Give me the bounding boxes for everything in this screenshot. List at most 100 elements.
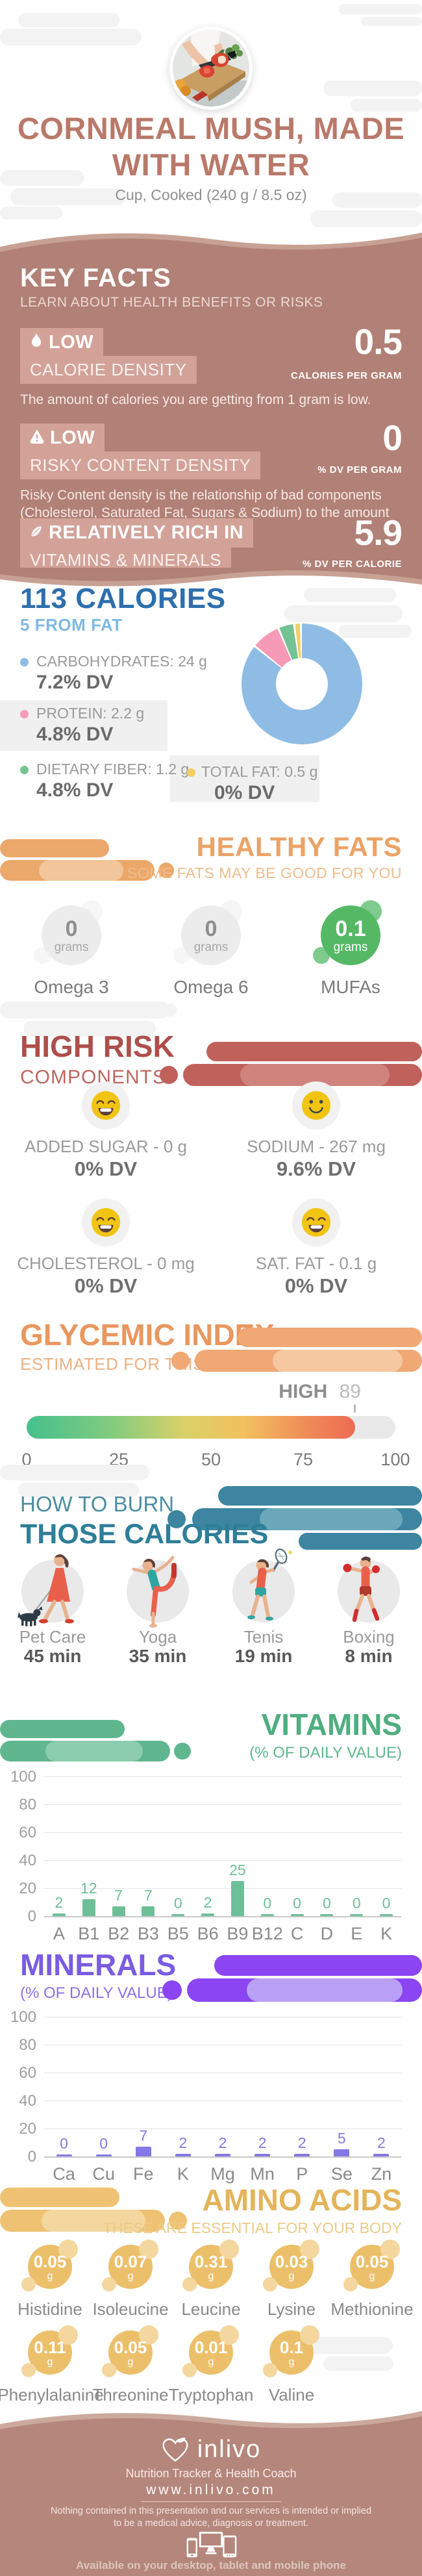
amino-blob-valine: 0.1 g [263,2325,319,2377]
fact-label: RISKY CONTENT DENSITY [30,455,251,475]
amino-unit: g [208,2356,214,2368]
burn-title-bold: THOSE CALORIES [20,1519,269,1550]
bar-B6 [201,1913,215,1916]
glycemic-gauge-fill [27,1416,355,1439]
amino-value: 0.05 [355,2251,389,2271]
cloud-decoration [351,99,422,112]
amino-unit: g [288,2356,295,2368]
fact-description-line1: Risky Content density is the relationshi… [20,488,382,503]
y-axis-tick-label: 40 [19,1852,36,1869]
amino-blob-methionine: 0.05 g [343,2240,400,2292]
legend-label: CARBOHYDRATES: 24 g [36,653,207,670]
risk-item-dv: 9.6% DV [276,1157,356,1180]
blob-decoration [169,2212,187,2230]
cloud-decoration [10,188,126,205]
omega3-label: Omega 3 [34,977,109,997]
bar-value-label: 25 [229,1862,246,1879]
blob-decoration [174,1743,191,1760]
x-axis-tick-label: K [177,2164,189,2184]
high-risk-title: HIGH RISK [20,1029,175,1063]
bar-value-label: 2 [377,2134,386,2151]
fact-badge: LOW [50,427,95,448]
amino-blob-threonine: 0.05 g [102,2325,158,2377]
amino-unit: g [47,2356,53,2368]
risk-item-label: SAT. FAT - 0.1 g [255,1254,377,1273]
vitamins-chart: 0 20 40 60 80 100 2 A 12 B1 7 B2 7 B3 0 B5 2 B6 25 B9 0 B12 0 C… [0,1768,422,1945]
fact-value: 5.9 [354,512,403,553]
bar-value-label: 0 [263,1895,272,1912]
bar-C [290,1914,304,1916]
blob-decoration [214,1955,422,1976]
amino-label: Tryptophan [168,2385,254,2405]
grin-face-icon [301,1207,331,1237]
amino-label: Histidine [18,2299,82,2319]
x-axis-tick-label: B6 [197,1924,219,1943]
cloud-decoration [0,29,142,45]
x-axis-tick-label: B1 [78,1924,100,1943]
amino-blob-leucine: 0.31 g [182,2240,239,2292]
amino-unit: g [369,2270,375,2282]
minerals-title: MINERALS [20,1948,177,1982]
fact-description: The amount of calories you are getting f… [20,392,371,407]
vitamins-title: VITAMINS [261,1708,402,1741]
omega6-value: 0 [205,916,217,941]
risk-item-label: SODIUM - 267 mg [247,1137,386,1156]
bar-value-label: 2 [297,2134,306,2151]
gauge-tick-label: 50 [201,1450,221,1469]
activity-duration: 45 min [23,1646,82,1666]
x-axis-tick-label: Mg [210,2164,235,2184]
risk-item-dv: 0% DV [74,1157,138,1180]
glycemic-level-label: HIGH [279,1381,328,1402]
brand-url[interactable]: www.inlivo.com [141,2482,281,2502]
y-axis-tick-label: 20 [19,2120,36,2138]
x-axis-tick-label: K [380,1924,393,1943]
x-axis-tick-label: B2 [108,1924,130,1943]
cloud-decoration [0,207,62,220]
bar-value-label: 12 [80,1880,97,1897]
brand-tagline: Nutrition Tracker & Health Coach [125,2467,297,2480]
amino-label: Phenylalanine [0,2385,104,2405]
omega3-value: 0 [65,916,78,941]
y-axis-tick-label: 100 [10,1768,36,1786]
glycemic-level: HIGH 89 [279,1381,361,1403]
healthy-fats-subtitle: SOME FATS MAY BE GOOD FOR YOU [127,865,402,881]
x-axis-tick-label: Se [330,2164,353,2184]
gauge-marker-tick [353,1404,356,1413]
amino-label: Methionine [330,2299,414,2319]
omega6-label: Omega 6 [173,977,249,997]
bar-value-label: 0 [382,1895,391,1912]
y-axis-tick-label: 80 [19,1796,36,1813]
blob-decoration [238,1328,422,1347]
calories-from-fat: 5 FROM FAT [20,615,123,635]
x-axis-tick-label: Ca [53,2164,75,2184]
cloud-decoration [332,192,422,208]
blob-decoration [206,1042,422,1061]
blob-decoration [171,1352,190,1370]
amino-blob-tryptophan: 0.01 g [182,2325,239,2377]
blob-decoration [158,863,174,878]
bar-Mn [254,2153,271,2156]
healthy-fats-title: HEALTHY FATS [196,831,402,862]
brand-url-row: www.inlivo.com [0,2482,422,2502]
amino-label: Threonine [92,2385,169,2405]
cloud-decoration [23,1021,156,1037]
cholesterol-emoji [82,1198,130,1246]
availability-note: Available on your desktop, tablet and mo… [76,2559,346,2571]
fact-badge: RELATIVELY RICH IN [49,522,244,543]
inlivo-heart-leaf-icon [162,2437,188,2462]
chart-gridline [44,1804,401,1805]
amino-acids-title: AMINO ACIDS [202,2183,402,2217]
cloud-decoration [18,1483,139,1497]
legend-dot-carbohydrates [20,658,29,666]
donut-hole [276,658,328,710]
blob-decoration [218,1486,422,1506]
bar-K [380,1914,393,1916]
activity-duration: 35 min [129,1646,187,1666]
cloud-decoration [18,13,119,27]
amino-blob-phenylalanine: 0.11 g [21,2325,78,2377]
cloud-decoration [323,81,422,96]
bar-value-label: 7 [139,2127,148,2144]
mufas-value: 0.1 [335,916,366,941]
amino-unit: g [127,2356,134,2368]
bar-value-label: 2 [55,1893,64,1911]
